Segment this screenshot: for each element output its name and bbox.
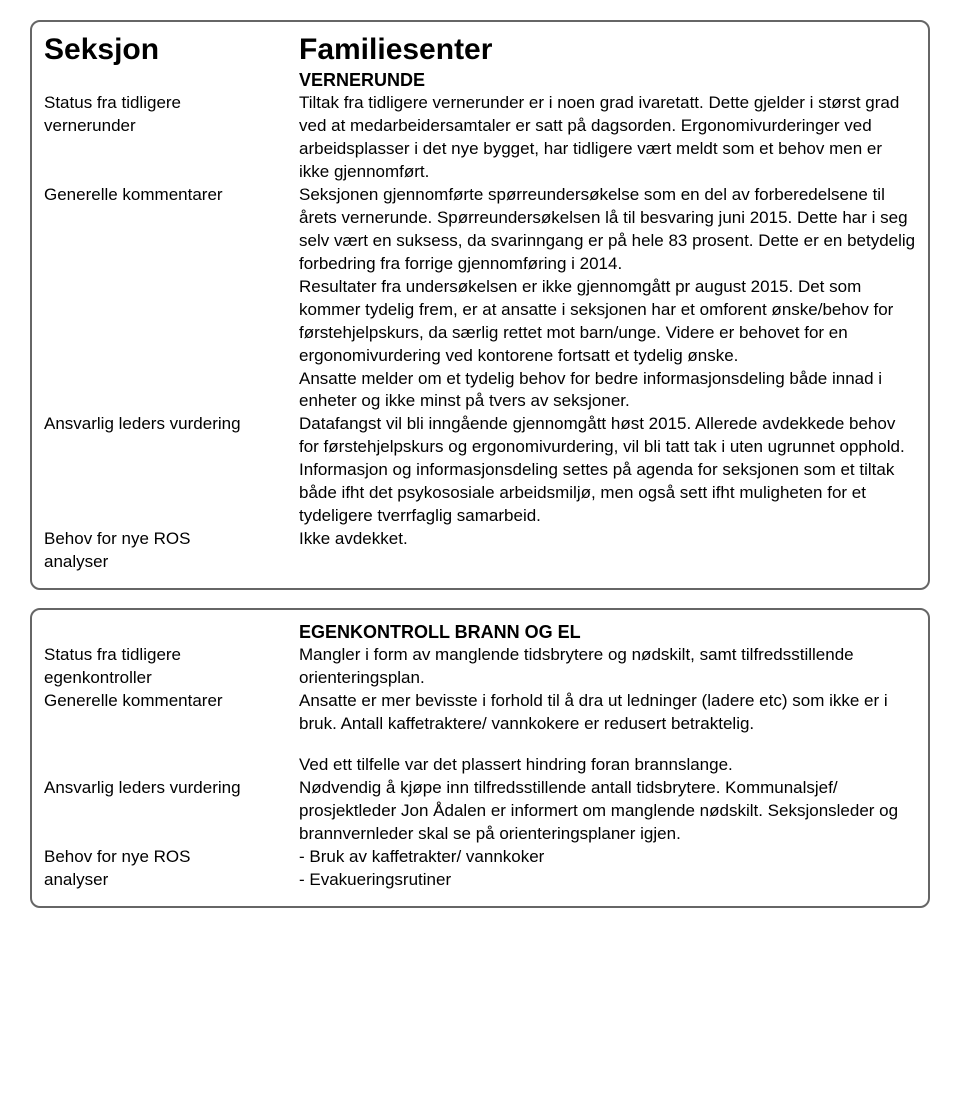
status2-label-line2: egenkontroller — [44, 667, 289, 690]
generelle2-text: Ansatte er mer bevisste i forhold til å … — [299, 690, 916, 736]
generelle-label: Generelle kommentarer — [44, 184, 289, 207]
ansvarlig-text-2: Informasjon og informasjonsdeling settes… — [299, 459, 916, 528]
generelle-text-3: Ansatte melder om et tydelig behov for b… — [299, 368, 916, 414]
ansvarlig-text-1: Datafangst vil bli inngående gjennomgått… — [299, 413, 916, 459]
behov2-label-line2: analyser — [44, 869, 289, 892]
status-label-line1: Status fra tidligere — [44, 92, 289, 115]
ansvarlig2-text: Nødvendig å kjøpe inn tilfredsstillende … — [299, 777, 916, 846]
egenkontroll-heading: EGENKONTROLL BRANN OG EL — [299, 620, 916, 644]
generelle2-label: Generelle kommentarer — [44, 690, 289, 713]
status2-text: Mangler i form av manglende tidsbrytere … — [299, 644, 916, 690]
vernerunde-subheading: VERNERUNDE — [299, 68, 916, 92]
status2-label-line1: Status fra tidligere — [44, 644, 289, 667]
ansvarlig2-label: Ansvarlig leders vurdering — [44, 777, 289, 800]
behov-text: Ikke avdekket. — [299, 528, 916, 551]
egenkontroll-section: EGENKONTROLL BRANN OG EL Status fra tidl… — [30, 608, 930, 908]
behov2-label-line1: Behov for nye ROS — [44, 846, 289, 869]
status-label-line2: vernerunder — [44, 115, 289, 138]
vernerunde-section: Seksjon Familiesenter VERNERUNDE Status … — [30, 20, 930, 590]
status-text: Tiltak fra tidligere vernerunder er i no… — [299, 92, 916, 184]
seksjon-heading: Seksjon — [44, 32, 289, 68]
behov2-text-line2: - Evakueringsrutiner — [299, 869, 916, 892]
behov-label-line1: Behov for nye ROS — [44, 528, 289, 551]
behov2-text-line1: - Bruk av kaffetrakter/ vannkoker — [299, 846, 916, 869]
ansvarlig-label: Ansvarlig leders vurdering — [44, 413, 289, 436]
familiesenter-heading: Familiesenter — [299, 32, 916, 68]
generelle-text-2: Resultater fra undersøkelsen er ikke gje… — [299, 276, 916, 368]
generelle-text-1: Seksjonen gjennomførte spørreundersøkels… — [299, 184, 916, 276]
gap-text: Ved ett tilfelle var det plassert hindri… — [299, 754, 916, 777]
behov-label-line2: analyser — [44, 551, 289, 574]
